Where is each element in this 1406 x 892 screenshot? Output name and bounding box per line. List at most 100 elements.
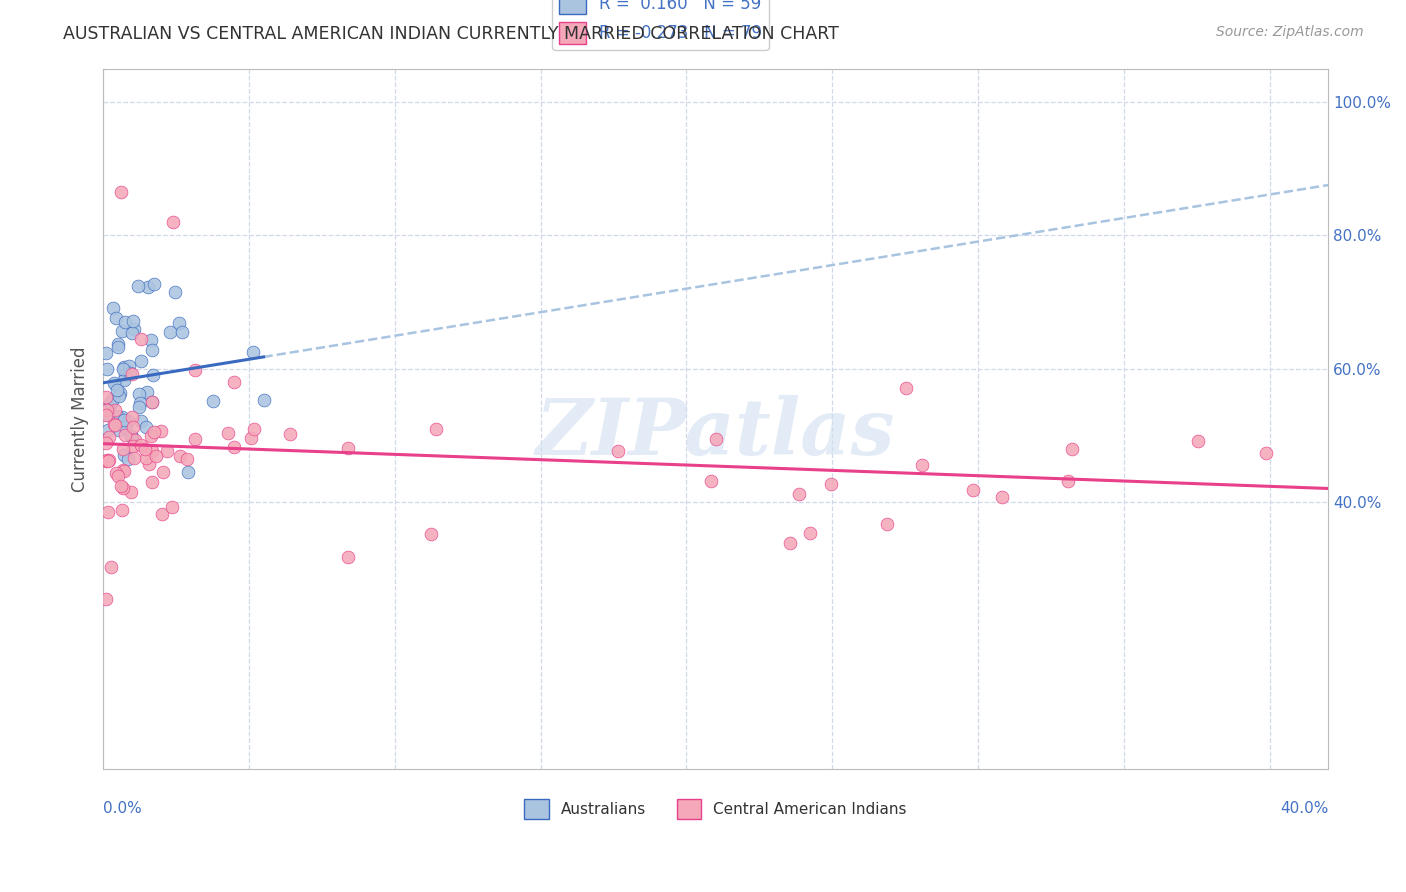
Point	[149, 424, 172, 438]
Point	[121, 326, 143, 341]
Point	[142, 425, 165, 439]
Point	[110, 185, 132, 199]
Point	[107, 340, 129, 354]
Point	[103, 417, 125, 432]
Point	[131, 332, 153, 346]
Point	[128, 386, 150, 401]
Point	[96, 403, 118, 417]
Point	[112, 361, 135, 376]
Point	[239, 430, 262, 444]
Point	[112, 374, 135, 388]
Point	[145, 449, 167, 463]
Point	[336, 550, 359, 565]
Y-axis label: Currently Married: Currently Married	[72, 346, 89, 491]
Point	[135, 420, 157, 434]
Point	[112, 413, 135, 427]
Point	[820, 476, 842, 491]
Point	[127, 279, 149, 293]
Point	[112, 481, 135, 495]
Point	[141, 343, 163, 357]
Point	[117, 414, 139, 428]
Point	[224, 375, 246, 389]
Point	[104, 402, 127, 417]
Point	[159, 325, 181, 339]
Point	[606, 444, 628, 458]
Point	[706, 432, 728, 446]
Point	[94, 436, 117, 450]
Point	[114, 420, 136, 434]
Point	[128, 400, 150, 414]
Point	[425, 422, 447, 436]
Point	[108, 423, 131, 437]
Point	[124, 433, 146, 447]
Point	[152, 466, 174, 480]
Point	[118, 359, 141, 374]
Point	[134, 442, 156, 457]
Point	[962, 483, 984, 498]
Point	[337, 441, 360, 455]
Point	[94, 591, 117, 606]
Point	[120, 428, 142, 442]
Point	[242, 345, 264, 359]
Point	[141, 333, 163, 347]
Point	[104, 417, 127, 432]
Point	[96, 409, 118, 423]
Point	[100, 396, 122, 410]
Point	[129, 396, 152, 410]
Point	[111, 503, 134, 517]
Point	[98, 453, 121, 467]
Point	[141, 394, 163, 409]
Point	[894, 381, 917, 395]
Point	[110, 478, 132, 492]
Point	[107, 469, 129, 483]
Point	[118, 367, 141, 381]
Point	[122, 450, 145, 465]
Point	[104, 377, 127, 392]
Point	[96, 362, 118, 376]
Point	[1057, 475, 1080, 489]
Point	[111, 410, 134, 425]
Point	[112, 448, 135, 462]
Point	[108, 389, 131, 403]
Point	[129, 414, 152, 428]
Point	[96, 453, 118, 467]
Point	[201, 394, 224, 409]
Point	[1060, 442, 1083, 456]
Point	[105, 310, 128, 325]
Point	[108, 385, 131, 400]
Point	[121, 430, 143, 444]
Point	[111, 463, 134, 477]
Point	[97, 423, 120, 437]
Point	[94, 453, 117, 467]
Point	[141, 395, 163, 409]
Point	[217, 425, 239, 440]
Point	[156, 444, 179, 458]
Point	[135, 450, 157, 465]
Point	[94, 390, 117, 404]
Point	[420, 527, 443, 541]
Point	[114, 368, 136, 383]
Point	[278, 426, 301, 441]
Point	[122, 313, 145, 327]
Point	[97, 505, 120, 519]
Point	[242, 422, 264, 436]
Point	[141, 444, 163, 458]
Point	[176, 451, 198, 466]
Point	[112, 464, 135, 478]
Text: Source: ZipAtlas.com: Source: ZipAtlas.com	[1216, 25, 1364, 39]
Point	[111, 324, 134, 338]
Point	[252, 393, 274, 408]
Point	[101, 392, 124, 406]
Point	[122, 419, 145, 434]
Point	[142, 368, 165, 382]
Point	[876, 516, 898, 531]
Point	[163, 285, 186, 299]
Point	[184, 432, 207, 446]
Point	[98, 430, 121, 444]
Point	[1254, 446, 1277, 460]
Point	[172, 325, 194, 339]
Point	[100, 396, 122, 410]
Point	[799, 526, 821, 541]
Point	[224, 440, 246, 454]
Point	[184, 362, 207, 376]
